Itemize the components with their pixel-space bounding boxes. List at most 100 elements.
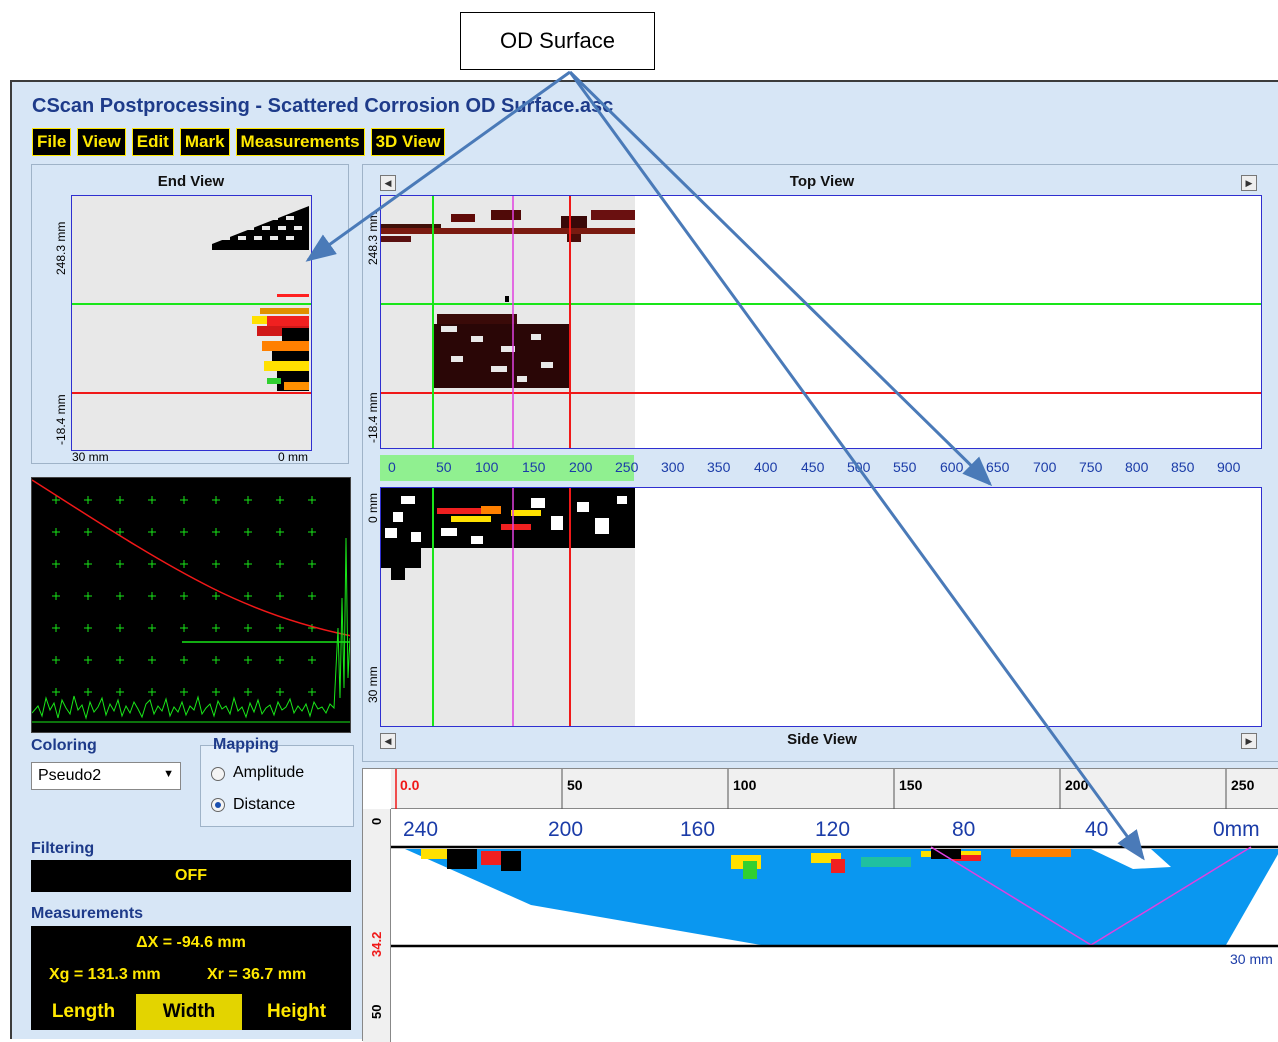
top-view-corrosion-area [433, 314, 571, 388]
end-view-scan-checker [222, 216, 302, 240]
menu-edit[interactable]: Edit [131, 128, 174, 156]
ascan-signal [32, 537, 350, 720]
radio-amplitude-label[interactable]: Amplitude [233, 764, 305, 781]
end-view-scan [72, 206, 311, 394]
top-view-canvas[interactable] [380, 195, 1262, 449]
measurements-label: Measurements [31, 905, 144, 922]
side-view-y-top: 0 mm [366, 493, 380, 523]
top-view-x-tick: 900 [1217, 459, 1241, 475]
measurement-xg: Xg = 131.3 mm [49, 966, 161, 983]
top-view-x-tick: 650 [986, 459, 1010, 475]
top-view-x-tick: 700 [1033, 459, 1057, 475]
top-view-y-top: 248.3 mm [366, 211, 380, 265]
mapping-group: Mapping Amplitude Distance [200, 736, 354, 827]
od-surface-callout: OD Surface [460, 12, 655, 70]
coloring-label: Coloring [31, 737, 97, 754]
bscan-ruler-label-150: 150 [899, 777, 923, 793]
bscan-sector-view[interactable] [391, 809, 1278, 1042]
top-view-title: Top View [789, 173, 855, 190]
top-view-x-tick: 50 [436, 459, 452, 475]
top-view-x-tick: 750 [1079, 459, 1103, 475]
bscan-left-label-34: 34.2 [369, 931, 384, 957]
height-button[interactable]: Height [266, 1001, 327, 1022]
top-view-scroll-right-icon[interactable]: ▶ [1241, 175, 1257, 191]
bscan-depth-label: 30 mm [1230, 951, 1273, 967]
side-view-y-bottom: 30 mm [366, 666, 380, 703]
side-view-scroll-right-icon[interactable]: ▶ [1241, 733, 1257, 749]
top-view-x-tick: 250 [615, 459, 639, 475]
bscan-sector-fill [405, 849, 1278, 945]
menu-view[interactable]: View [77, 128, 126, 156]
top-view-spot [505, 296, 509, 302]
end-view-x-left: 30 mm [72, 450, 109, 464]
measurement-delta-x: ΔX = -94.6 mm [136, 934, 246, 951]
top-view-x-tick: 100 [475, 459, 499, 475]
radio-distance-label[interactable]: Distance [233, 796, 296, 813]
top-side-view-panel: ◀ Top View ▶ 248.3 mm -18.4 mm [362, 164, 1278, 762]
bscan-ruler-label-100: 100 [733, 777, 757, 793]
top-view-x-tick: 0 [388, 459, 396, 475]
side-view-scroll-left-icon[interactable]: ◀ [380, 733, 396, 749]
callout-text: OD Surface [500, 28, 615, 53]
cscan-window: CScan Postprocessing - Scattered Corrosi… [10, 80, 1278, 1042]
bscan-ruler-label-250: 250 [1231, 777, 1255, 793]
filtering-label: Filtering [31, 840, 95, 857]
top-view-x-tick: 850 [1171, 459, 1195, 475]
top-view-x-tick: 550 [893, 459, 917, 475]
bscan-angle-label: 0mm [1213, 818, 1260, 841]
radio-amplitude[interactable] [211, 767, 225, 781]
filtering-value: OFF [175, 867, 207, 884]
filtering-toggle[interactable]: OFF [31, 860, 351, 892]
coloring-select[interactable]: Pseudo2 ▼ [31, 762, 181, 790]
ascan-display[interactable] [31, 477, 351, 733]
menu-file[interactable]: File [32, 128, 72, 156]
top-view-x-tick: 450 [801, 459, 825, 475]
bscan-left-label-0: 0 [369, 817, 384, 825]
side-view-canvas[interactable] [380, 487, 1262, 727]
bscan-angle-label: 240 [403, 818, 439, 841]
side-view-title: Side View [787, 731, 857, 748]
measurement-xr: Xr = 36.7 mm [207, 966, 307, 983]
end-view-scan-black-area [212, 206, 309, 250]
menu-mark[interactable]: Mark [179, 128, 230, 156]
chevron-down-icon: ▼ [163, 768, 174, 780]
width-button[interactable]: Width [136, 994, 242, 1030]
end-view-canvas[interactable] [71, 195, 312, 451]
bscan-top-ruler-ticks [395, 769, 1227, 809]
ascan-grid [52, 496, 316, 696]
top-view-x-tick: 400 [754, 459, 778, 475]
ascan-tcg-curve [32, 479, 350, 637]
end-view-title: End View [157, 173, 225, 190]
end-view-corrosion [252, 294, 309, 391]
coloring-select-value: Pseudo2 [38, 767, 102, 784]
top-view-y-bottom: -18.4 mm [366, 392, 380, 443]
top-view-x-tick: 500 [847, 459, 871, 475]
mapping-label: Mapping [213, 736, 279, 753]
top-view-x-tick: 800 [1125, 459, 1149, 475]
top-view-x-tick: 350 [707, 459, 731, 475]
top-view-x-tick: 150 [522, 459, 546, 475]
radio-distance[interactable] [211, 798, 225, 812]
bscan-left-ruler: 0 34.2 50 [363, 809, 391, 1042]
length-button[interactable]: Length [51, 1001, 116, 1022]
top-view-scan [381, 196, 1261, 448]
bscan-ruler-label-0: 0.0 [400, 777, 420, 793]
top-view-x-tick: 200 [569, 459, 593, 475]
measurements-box: ΔX = -94.6 mm Xg = 131.3 mm Xr = 36.7 mm… [31, 926, 351, 1030]
window-title: CScan Postprocessing - Scattered Corrosi… [32, 95, 614, 117]
end-view-panel: End View 248.3 mm -18.4 mm [31, 164, 349, 464]
bscan-ruler-label-50: 50 [567, 777, 583, 793]
end-view-y-top: 248.3 mm [54, 221, 68, 275]
end-view-x-right: 0 mm [278, 450, 308, 464]
menu-3d-view[interactable]: 3D View [370, 128, 446, 156]
top-view-x-tick: 600 [940, 459, 964, 475]
bscan-panel: 0.0 50 100 150 200 250 0 34.2 50 240 200… [362, 768, 1278, 1042]
menu-measurements[interactable]: Measurements [235, 128, 365, 156]
ascan-graph [32, 479, 350, 723]
bscan-top-ruler: 0.0 50 100 150 200 250 [391, 769, 1278, 809]
menu-bar: File View Edit Mark Measurements 3D View [32, 128, 446, 156]
top-view-x-tick: 300 [661, 459, 685, 475]
bscan-ruler-label-200: 200 [1065, 777, 1089, 793]
bscan-left-label-50: 50 [369, 1004, 384, 1019]
end-view-y-bottom: -18.4 mm [54, 394, 68, 445]
